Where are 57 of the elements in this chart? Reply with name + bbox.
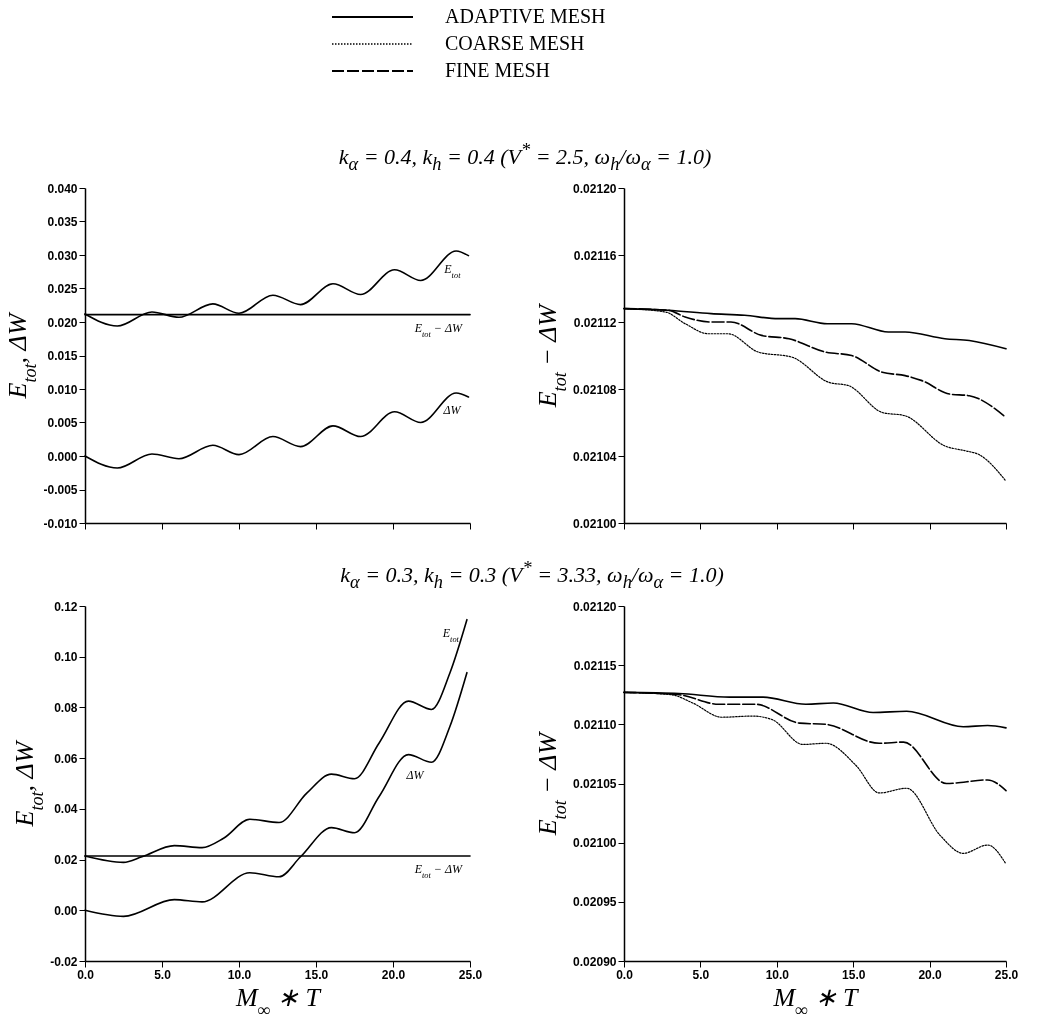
y-tick-label: 0.030 xyxy=(47,248,78,263)
legend-label: FINE MESH xyxy=(445,59,551,82)
y-tick-label: 0.035 xyxy=(47,215,78,229)
x-tick-label: 20.0 xyxy=(918,967,943,982)
annotation: E$_{tot}$ − ΔW xyxy=(413,862,463,880)
y-tick-label: 0.02115 xyxy=(573,658,617,673)
y-tick-label: 0.015 xyxy=(47,349,78,363)
y-tick-label: 0.12 xyxy=(54,599,78,614)
annotation: E$_{tot}$ xyxy=(441,625,460,644)
x-tick-label: 25.0 xyxy=(994,967,1019,982)
y-tick-label: 0.04 xyxy=(54,802,78,817)
x-tick-label: 15.0 xyxy=(842,967,866,982)
x-tick-label: 10.0 xyxy=(765,967,790,982)
annotation: ΔW xyxy=(405,768,425,783)
y-tick-label: 0.02090 xyxy=(573,954,617,969)
y-tick-label: 0.02104 xyxy=(573,449,617,464)
x-tick-label: 0.0 xyxy=(616,967,634,982)
y-tick-label: 0.02100 xyxy=(573,516,617,531)
x-tick-label: 5.0 xyxy=(692,967,710,982)
x-tick-label: 25.0 xyxy=(458,967,483,982)
y-tick-label: 0.040 xyxy=(47,181,78,196)
y-tick-label: 0.02 xyxy=(54,853,78,868)
y-tick-label: -0.005 xyxy=(43,483,78,497)
x-tick-label: 15.0 xyxy=(304,967,329,982)
y-tick-label: -0.010 xyxy=(43,516,78,531)
y-tick-label: 0.00 xyxy=(54,903,78,918)
y-tick-label: 0.000 xyxy=(47,449,78,464)
y-tick-label: 0.010 xyxy=(47,382,78,397)
annotation: ΔW xyxy=(442,403,462,418)
annotation: E$_{tot}$ xyxy=(443,261,462,280)
y-tick-label: 0.08 xyxy=(54,700,78,715)
legend-label: COARSE MESH xyxy=(445,32,585,55)
y-tick-label: 0.020 xyxy=(47,315,78,330)
y-tick-label: 0.02120 xyxy=(573,181,617,196)
y-tick-label: -0.02 xyxy=(50,954,78,969)
y-tick-label: 0.02110 xyxy=(573,717,617,732)
y-tick-label: 0.02105 xyxy=(573,777,617,791)
annotation: E$_{tot}$ − ΔW xyxy=(413,320,463,339)
x-tick-label: 20.0 xyxy=(381,967,406,982)
y-tick-label: 0.02095 xyxy=(573,895,617,910)
x-axis-title: M$_{∞}$ ∗ T xyxy=(234,982,322,1020)
chart-title: k$_{α}$ = 0.3, k$_{h}$ = 0.3 (V$^{*}$ = 3.33, ω$_{h}$/ω$_{α}$ = 1.0) xyxy=(340,558,724,592)
y-tick-label: 0.06 xyxy=(54,751,78,766)
x-tick-label: 5.0 xyxy=(154,967,172,982)
y-tick-label: 0.02112 xyxy=(573,315,617,330)
chart-title: k$_{α}$ = 0.4, k$_{h}$ = 0.4 (V$^{*}$ = 2.5, ω$_{h}$/ω$_{α}$ = 1.0) xyxy=(338,140,712,174)
x-tick-label: 10.0 xyxy=(227,967,252,982)
x-axis-title: M$_{∞}$ ∗ T xyxy=(772,982,860,1020)
y-tick-label: 0.02100 xyxy=(573,836,617,851)
y-tick-label: 0.10 xyxy=(54,650,78,665)
legend-label: ADAPTIVE MESH xyxy=(445,5,606,28)
y-tick-label: 0.02108 xyxy=(573,382,617,397)
y-tick-label: 0.025 xyxy=(47,282,78,296)
y-tick-label: 0.02116 xyxy=(573,248,617,263)
y-tick-label: 0.005 xyxy=(47,416,78,430)
y-tick-label: 0.02120 xyxy=(573,599,617,614)
x-tick-label: 0.0 xyxy=(77,967,95,982)
